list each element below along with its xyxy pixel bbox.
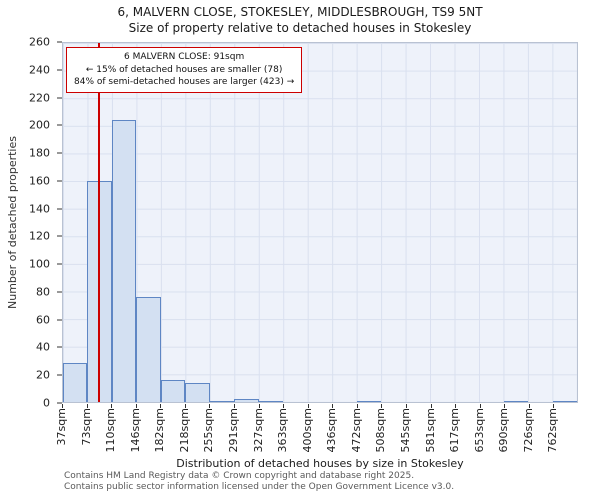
y-tick-label: 260	[29, 35, 50, 49]
annotation-line-1: 6 MALVERN CLOSE: 91sqm	[124, 52, 245, 62]
y-tick-label: 240	[29, 63, 50, 77]
x-tick-label: 110sqm	[104, 408, 118, 453]
bars-container	[63, 43, 577, 402]
x-tick-label: 291sqm	[227, 408, 240, 453]
y-tick-mark	[57, 41, 62, 43]
bar-182sqm	[160, 379, 186, 402]
annotation-line-2: ← 15% of detached houses are smaller (78…	[85, 64, 283, 75]
y-tick-marks	[57, 41, 62, 404]
y-tick-label: 100	[29, 257, 50, 271]
x-tick-label: 762sqm	[546, 408, 560, 453]
x-tick-marks	[62, 404, 578, 409]
y-tick-mark	[57, 402, 62, 404]
x-tick-mark	[406, 404, 407, 408]
y-tick-mark	[57, 180, 62, 182]
bar-110sqm	[111, 120, 137, 402]
footer-line-2: Contains public sector information licen…	[64, 482, 455, 493]
x-tick-mark	[381, 404, 383, 408]
bar-762sqm	[552, 400, 577, 402]
footer: Contains HM Land Registry data © Crown c…	[64, 471, 454, 494]
y-tick-mark	[57, 263, 62, 265]
x-tick-label: 255sqm	[202, 408, 216, 453]
x-tick-label: 363sqm	[276, 408, 290, 453]
y-tick-mark	[57, 124, 62, 126]
x-tick-mark	[86, 404, 88, 408]
y-tick-label: 120	[29, 229, 50, 243]
x-axis-title: Distribution of detached houses by size …	[176, 457, 464, 470]
y-tick-label: 160	[29, 174, 50, 188]
annotation-line-3: 84% of semi-detached houses are larger (…	[74, 77, 295, 88]
x-tick-mark	[283, 404, 285, 408]
x-tick-mark	[455, 404, 457, 408]
y-tick-mark	[57, 235, 62, 237]
x-tick-label: 182sqm	[153, 408, 167, 453]
x-tick-labels: 37sqm 73sqm 110sqm 146sqm 182sqm 218sqm 255sqm…	[55, 408, 578, 460]
y-tick-mark	[57, 291, 62, 293]
x-tick-label: 146sqm	[128, 408, 142, 453]
annotation-box: 6 MALVERN CLOSE: 91sqm ← 15% of detached…	[66, 47, 303, 93]
x-tick-label: 690sqm	[497, 408, 511, 453]
x-tick-label: 436sqm	[325, 408, 339, 453]
x-tick-mark	[528, 404, 530, 408]
x-tick-label: 545sqm	[399, 408, 412, 453]
x-tick-label: 581sqm	[423, 408, 437, 453]
x-tick-label: 218sqm	[177, 408, 191, 453]
bar-255sqm	[209, 400, 235, 402]
x-tick-mark	[430, 404, 432, 408]
x-tick-mark	[553, 404, 555, 408]
bar-291sqm	[234, 399, 259, 402]
x-tick-mark	[479, 404, 481, 408]
y-tick-label: 180	[29, 146, 50, 160]
bar-37sqm	[63, 363, 88, 402]
y-tick-label: 60	[36, 313, 50, 327]
y-tick-label: 40	[36, 340, 50, 354]
x-tick-mark	[160, 404, 162, 408]
y-tick-mark	[57, 374, 62, 376]
x-tick-label: 73sqm	[79, 408, 93, 446]
x-tick-label: 400sqm	[300, 408, 314, 453]
footer-line-1: Contains HM Land Registry data © Crown c…	[64, 471, 415, 481]
bar-327sqm	[258, 400, 284, 402]
x-tick-label: 726sqm	[521, 408, 535, 453]
property-size-marker-line	[98, 43, 101, 402]
x-tick-label: 617sqm	[448, 408, 462, 453]
bar-690sqm	[503, 400, 529, 402]
y-tick-mark	[57, 97, 62, 99]
x-tick-label: 327sqm	[251, 408, 265, 453]
bar-218sqm	[185, 382, 210, 402]
y-tick-label: 0	[43, 396, 50, 410]
x-tick-mark	[332, 404, 334, 408]
y-tick-label: 200	[29, 118, 50, 132]
bar-472sqm	[356, 400, 382, 402]
y-tick-mark	[57, 319, 62, 321]
x-tick-mark	[184, 404, 186, 408]
x-tick-mark	[135, 404, 137, 408]
x-tick-mark	[307, 404, 309, 408]
x-tick-mark	[111, 404, 113, 408]
y-tick-mark	[57, 152, 62, 154]
y-tick-label: 140	[29, 202, 50, 216]
chart-title: 6, MALVERN CLOSE, STOKESLEY, MIDDLESBROU…	[117, 5, 483, 19]
y-tick-label: 80	[36, 285, 50, 299]
x-tick-mark	[258, 404, 260, 408]
chart-subtitle: Size of property relative to detached ho…	[128, 21, 472, 35]
x-tick-mark	[234, 404, 235, 408]
y-tick-mark	[57, 208, 62, 210]
x-tick-label: 508sqm	[374, 408, 388, 453]
y-tick-labels: 0 20 40 60 80 100 120 140 160 180 200 220 240 260	[0, 36, 58, 410]
x-tick-mark	[356, 404, 358, 408]
x-tick-mark	[504, 404, 506, 408]
x-tick-label: 653sqm	[472, 408, 486, 453]
x-tick-label: 37sqm	[55, 408, 68, 446]
bar-146sqm	[136, 297, 161, 402]
y-tick-label: 20	[36, 368, 50, 382]
x-tick-mark	[209, 404, 211, 408]
y-tick-mark	[57, 69, 62, 71]
x-tick-label: 472sqm	[349, 408, 363, 453]
x-tick-mark	[62, 404, 63, 408]
plot-area: 6 MALVERN CLOSE: 91sqm ← 15% of detached…	[62, 42, 578, 403]
y-tick-label: 220	[29, 91, 50, 105]
y-tick-mark	[57, 346, 62, 348]
